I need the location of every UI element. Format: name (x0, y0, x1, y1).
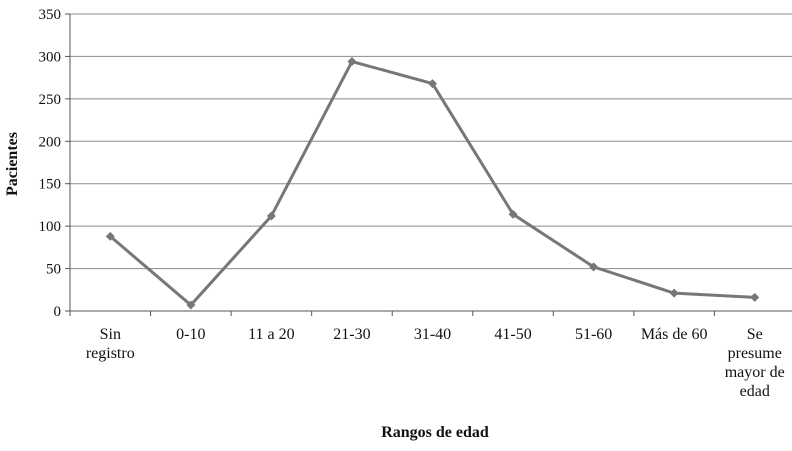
y-axis-title: Pacientes (4, 132, 21, 196)
x-tick-label: 51-60 (575, 326, 612, 343)
x-tick-label: Sin registro (86, 326, 135, 362)
x-tick-label: 0-10 (176, 326, 205, 343)
data-point-marker (750, 292, 760, 302)
y-tick-label: 100 (39, 219, 62, 235)
x-tick-label: 41-50 (494, 326, 531, 343)
axes (65, 13, 792, 316)
y-tick-label: 0 (54, 304, 62, 320)
y-tick-label: 300 (39, 49, 62, 65)
y-tick-label: 350 (39, 7, 62, 23)
data-point-marker (186, 300, 196, 310)
data-point-marker (428, 79, 437, 89)
y-tick-label: 50 (46, 262, 61, 278)
data-point-marker (105, 231, 115, 241)
x-tick-label: 31-40 (414, 326, 451, 343)
data-point-marker (589, 262, 599, 272)
x-axis-title: Rangos de edad (381, 424, 489, 441)
y-tick-label: 150 (39, 177, 62, 193)
gridlines (70, 13, 792, 270)
x-tick-label: 21-30 (333, 326, 370, 343)
y-tick-label: 200 (39, 134, 62, 150)
x-tick-label: 11 a 20 (248, 326, 295, 343)
data-point-marker (266, 211, 276, 221)
series (105, 57, 760, 310)
data-point-marker (669, 288, 679, 298)
x-tick-label: Más de 60 (641, 326, 708, 343)
x-tick-labels: Sin registro 0-10 11 a 20 21-30 31-40 41-50 51-… (86, 326, 785, 400)
data-point-marker (347, 57, 357, 67)
y-tick-labels: 0 50 100 150 200 250 300 350 (39, 7, 62, 320)
x-tick-label: Se presume mayor de edad (725, 326, 785, 400)
data-point-marker (508, 209, 518, 219)
y-tick-label: 250 (39, 92, 62, 108)
